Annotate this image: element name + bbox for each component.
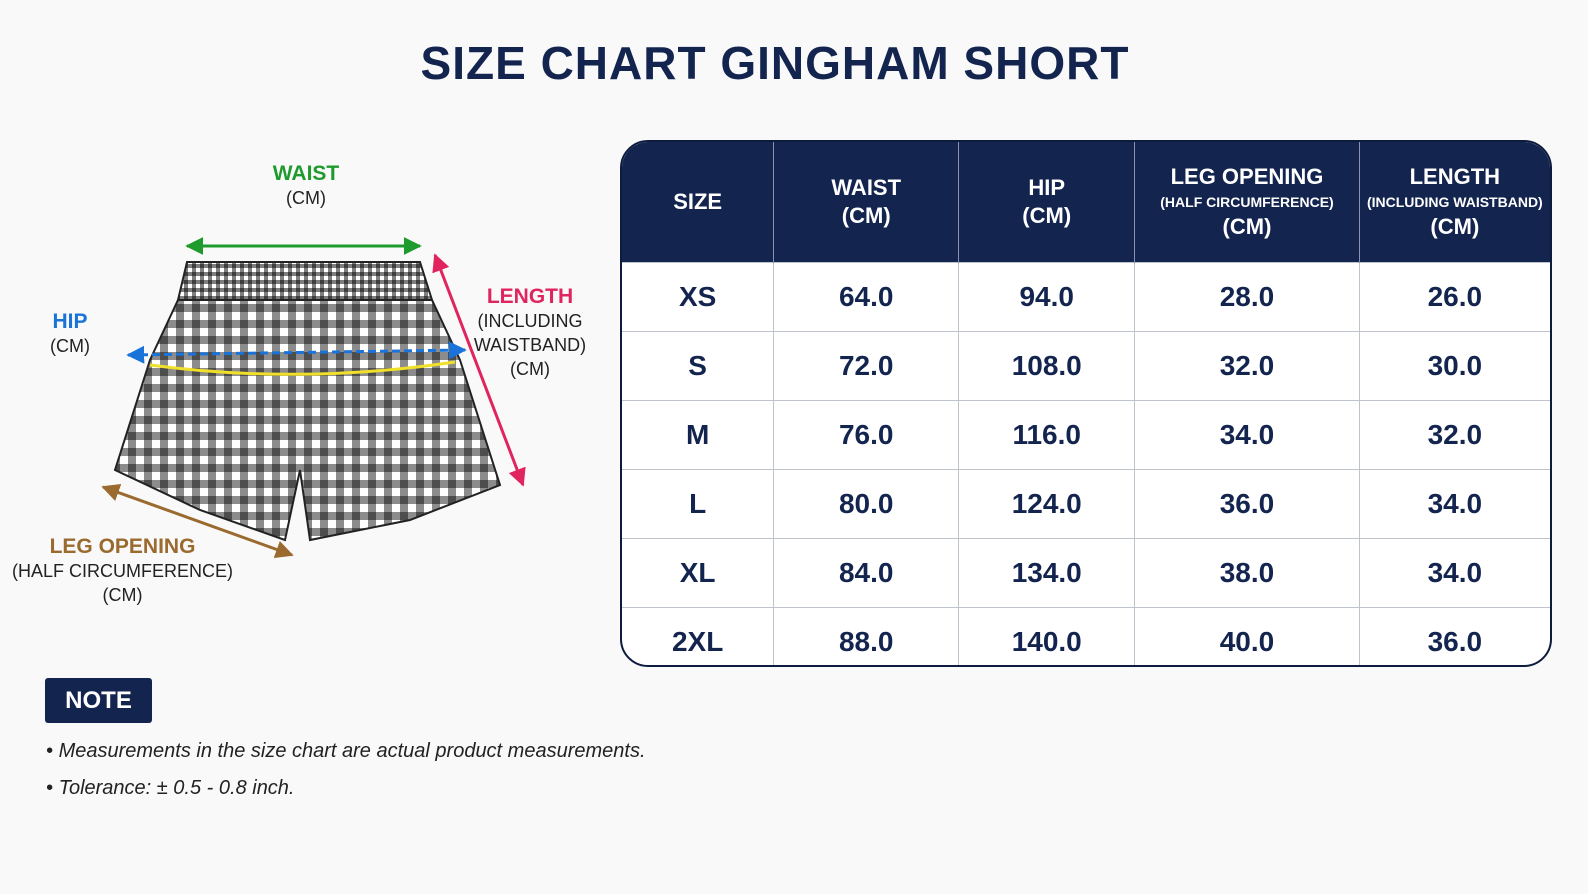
size-cell: XS: [622, 262, 775, 332]
value-cell: 84.0: [773, 538, 960, 608]
header-cell: LEG OPENING (HALF CIRCUMFERENCE) (CM): [1134, 142, 1360, 263]
value-cell: 34.0: [1134, 400, 1360, 470]
size-table: SIZE WAIST (CM) HIP (CM) LEG OPENING (HALF CIR…: [620, 140, 1552, 667]
header-line: (CM): [1222, 214, 1272, 239]
value-cell: 28.0: [1134, 262, 1360, 332]
header-line: (CM): [841, 203, 891, 228]
hip-label: HIP (CM): [20, 310, 120, 358]
label-name: LEG OPENING: [49, 535, 196, 558]
value-cell: 140.0: [958, 607, 1136, 665]
table-row: XS 64.0 94.0 28.0 26.0: [622, 262, 1550, 332]
label-detail: (INCLUDING: [477, 311, 583, 331]
value-cell: 40.0: [1134, 607, 1360, 665]
value-cell: 116.0: [958, 400, 1136, 470]
value-cell: 38.0: [1134, 538, 1360, 608]
length-label: LENGTH (INCLUDING WAISTBAND) (CM): [460, 285, 600, 381]
waist-label: WAIST (CM): [236, 162, 376, 210]
value-cell: 94.0: [958, 262, 1136, 332]
size-cell: S: [622, 331, 775, 401]
label-detail: WAISTBAND): [473, 335, 587, 355]
header-detail: (INCLUDING WAISTBAND): [1366, 194, 1543, 210]
table-row: S 72.0 108.0 32.0 30.0: [622, 331, 1550, 401]
label-name: WAIST: [272, 162, 340, 185]
header-line: LENGTH: [1409, 164, 1501, 189]
table-row: L 80.0 124.0 36.0 34.0: [622, 469, 1550, 539]
value-cell: 72.0: [773, 331, 960, 401]
size-cell: XL: [622, 538, 775, 608]
value-cell: 36.0: [1134, 469, 1360, 539]
note-text: Tolerance: ± 0.5 - 0.8 inch.: [58, 777, 295, 799]
shorts-diagram: [101, 237, 526, 558]
size-cell: 2XL: [622, 607, 775, 665]
label-detail: (HALF CIRCUMFERENCE): [11, 561, 233, 581]
value-cell: 32.0: [1359, 400, 1550, 470]
table-row: 2XL 88.0 140.0 40.0 36.0: [622, 607, 1550, 665]
value-cell: 88.0: [773, 607, 960, 665]
value-cell: 124.0: [958, 469, 1136, 539]
label-name: LENGTH: [486, 285, 574, 308]
note-item: • Tolerance: ± 0.5 - 0.8 inch.: [46, 777, 295, 799]
value-cell: 26.0: [1359, 262, 1550, 332]
size-cell: M: [622, 400, 775, 470]
value-cell: 76.0: [773, 400, 960, 470]
header-line: WAIST: [831, 175, 902, 200]
label-unit: (CM): [510, 359, 550, 379]
value-cell: 64.0: [773, 262, 960, 332]
header-cell: SIZE: [622, 142, 775, 263]
header-cell: LENGTH (INCLUDING WAISTBAND) (CM): [1359, 142, 1550, 263]
value-cell: 30.0: [1359, 331, 1550, 401]
size-cell: L: [622, 469, 775, 539]
value-cell: 34.0: [1359, 538, 1550, 608]
value-cell: 34.0: [1359, 469, 1550, 539]
note-item: • Measurements in the size chart are act…: [46, 740, 646, 762]
table-row: M 76.0 116.0 34.0 32.0: [622, 400, 1550, 470]
label-unit: (CM): [102, 585, 143, 605]
label-unit: (CM): [50, 336, 90, 356]
value-cell: 80.0: [773, 469, 960, 539]
header-cell: WAIST (CM): [773, 142, 960, 263]
value-cell: 36.0: [1359, 607, 1550, 665]
header-line: (CM): [1022, 203, 1072, 228]
note-badge: NOTE: [45, 678, 152, 723]
table: SIZE WAIST (CM) HIP (CM) LEG OPENING (HALF CIR…: [622, 142, 1550, 665]
value-cell: 108.0: [958, 331, 1136, 401]
header-line: (CM): [1430, 214, 1480, 239]
table-row: XL 84.0 134.0 38.0 34.0: [622, 538, 1550, 608]
title: SIZE CHART GINGHAM SHORT: [420, 37, 1130, 89]
header-line: LEG OPENING: [1170, 164, 1324, 189]
value-cell: 32.0: [1134, 331, 1360, 401]
label-name: HIP: [52, 310, 88, 333]
header-detail: (HALF CIRCUMFERENCE): [1160, 194, 1334, 210]
label-unit: (CM): [286, 188, 326, 208]
header-cell: HIP (CM): [958, 142, 1136, 263]
header-line: HIP: [1028, 175, 1066, 200]
leg-opening-label: LEG OPENING (HALF CIRCUMFERENCE) (CM): [10, 535, 235, 607]
header-line: SIZE: [673, 189, 723, 214]
value-cell: 134.0: [958, 538, 1136, 608]
note-text: Measurements in the size chart are actua…: [58, 740, 646, 762]
